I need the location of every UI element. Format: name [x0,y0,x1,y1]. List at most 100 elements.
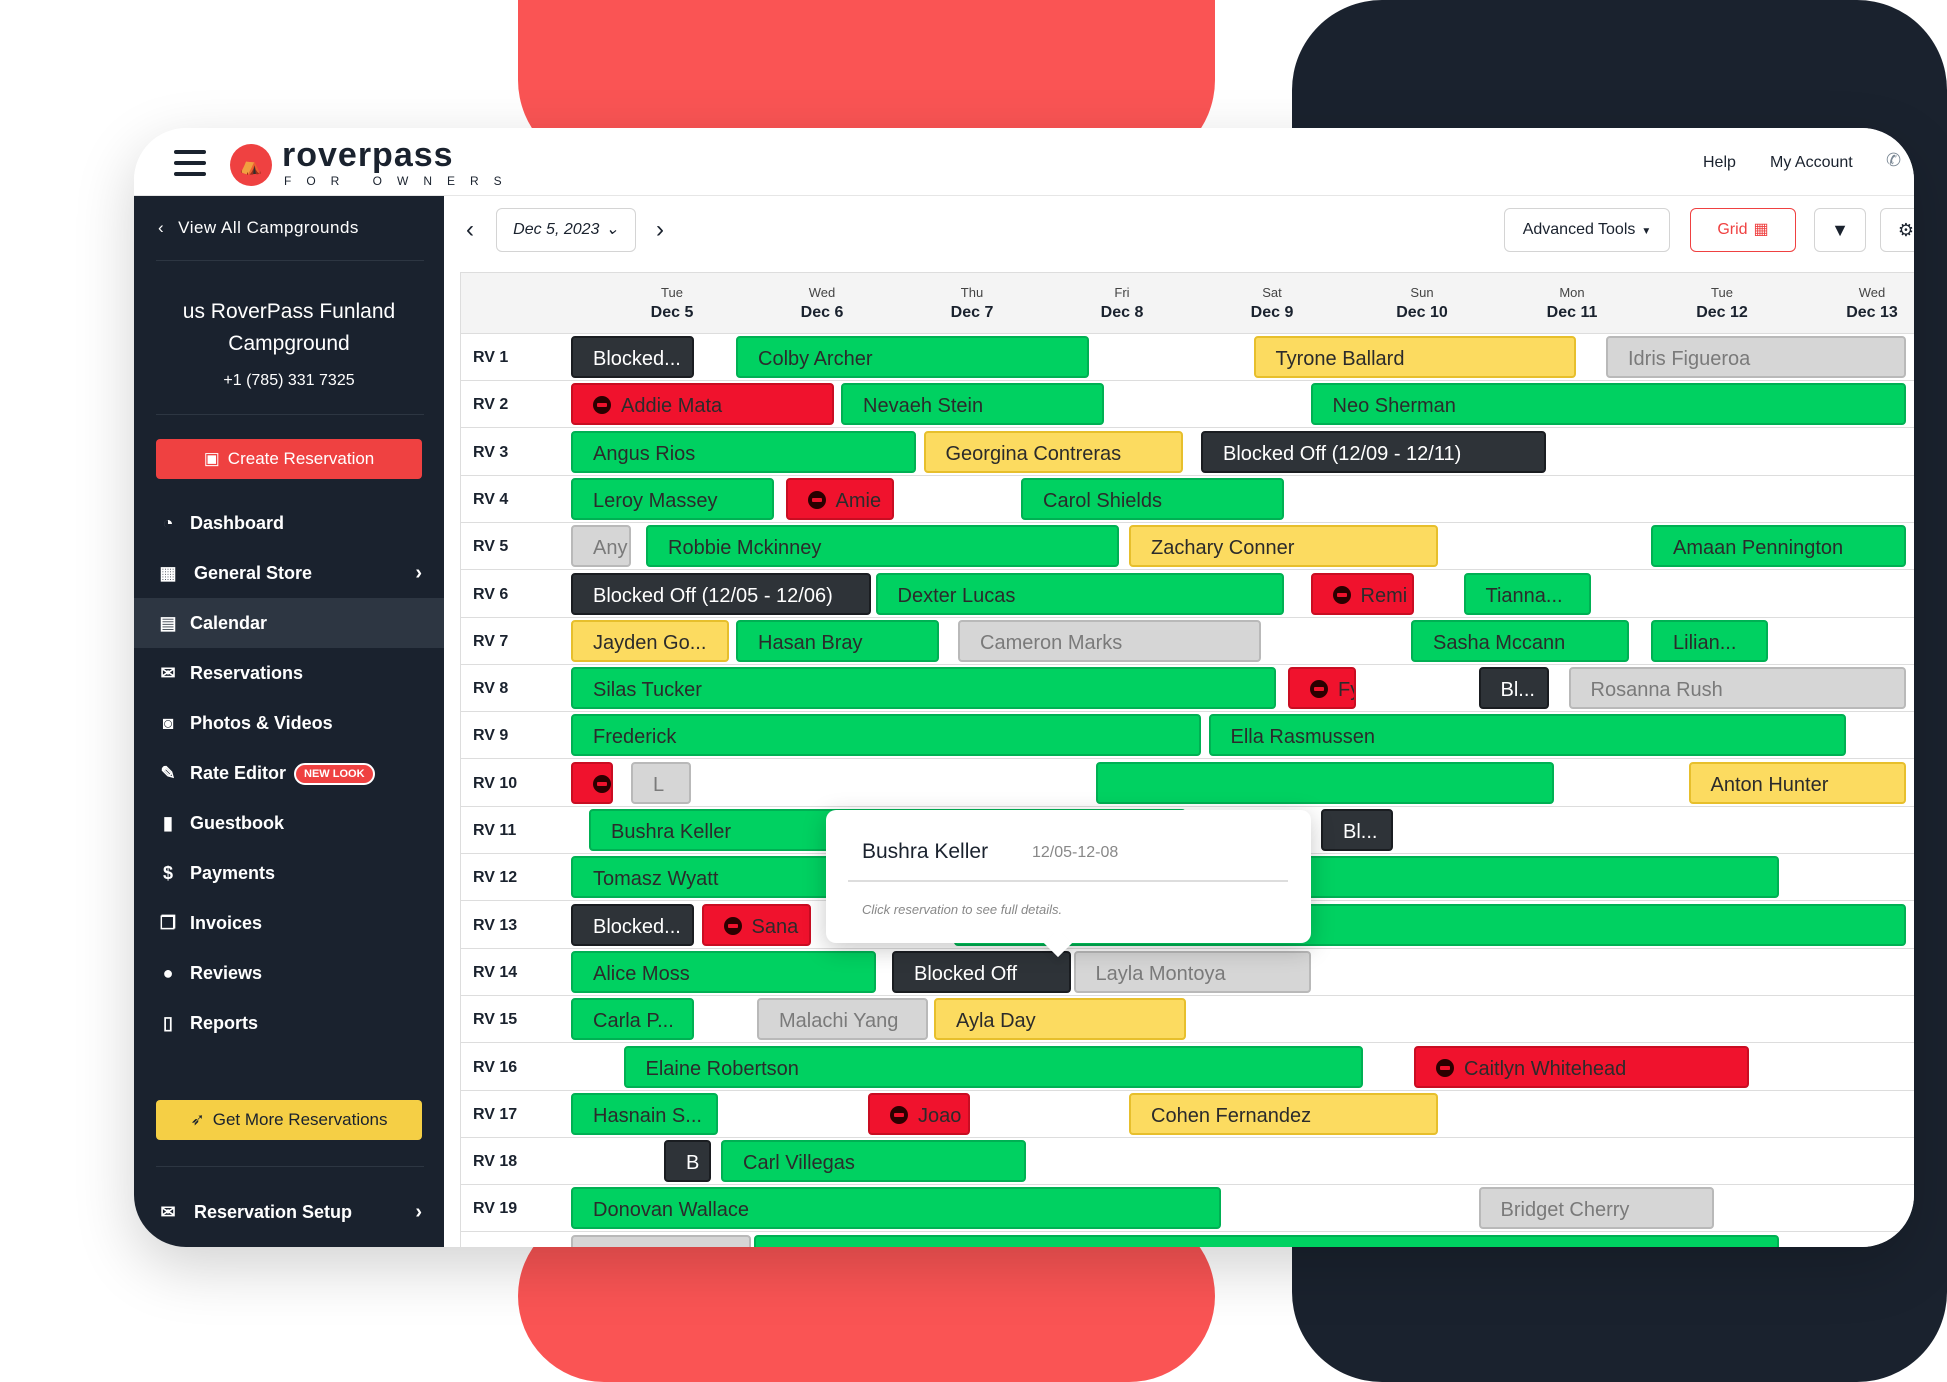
reservation-block[interactable]: Colby Archer [736,336,1089,378]
create-reservation-button[interactable]: ▣ Create Reservation [156,439,422,479]
view-all-campgrounds-link[interactable]: ‹ View All Campgrounds [158,218,359,238]
reservation-block[interactable]: Zachary Conner [1129,525,1438,568]
store-icon: ▦ [159,563,177,583]
reservation-block[interactable]: Robbie Mckinney [646,525,1119,568]
reservation-block[interactable]: Jodie Rhodes [571,1234,751,1247]
reservation-block[interactable]: Addie Mata [571,383,834,426]
sidebar-item-payments[interactable]: $ Payments [134,848,444,898]
advanced-tools-label: Advanced Tools [1522,221,1636,238]
reservation-block[interactable]: Joao [868,1092,970,1135]
reservation-guest: Bl... [1343,821,1378,843]
reservation-guest: Neo Sherman [1332,395,1456,418]
reservation-block[interactable]: Nevaeh Stein [841,383,1104,426]
reservation-block[interactable]: Blocked... [571,903,694,946]
day-name: Sun [1410,285,1434,300]
reservation-guest: Lilian... [1673,631,1737,654]
day-date: Dec 13 [1846,304,1898,321]
sidebar-item-general-store[interactable]: ▦ General Store › [134,548,444,598]
reservation-guest: Hasnain S... [593,1104,702,1127]
reservation-block[interactable]: Angus Rios [571,430,916,473]
sidebar-item-label: Guestbook [190,813,285,833]
reservation-block[interactable]: Sylvie Howard [754,1234,1779,1247]
sidebar-item-guestbook[interactable]: ▮ Guestbook [134,798,444,848]
reservation-block[interactable]: Amie [785,477,894,520]
prev-date-icon[interactable]: ‹ [466,216,474,243]
filter-button[interactable]: ▼ [1814,208,1866,252]
reservation-block[interactable]: Frederick [571,714,1201,757]
reservation-block[interactable]: Silas Tucker [571,667,1276,710]
sidebar-item-calendar[interactable]: ▤ Calendar [134,598,444,648]
settings-button[interactable]: ⚙ [1880,208,1914,252]
sidebar-item-reservations[interactable]: ✉ Reservations [134,648,444,698]
reservation-guest: Cameron Marks [980,631,1123,654]
reservation-block[interactable]: Jayden Go... [571,619,729,662]
reservation-block[interactable]: Fy [1288,667,1356,710]
next-date-icon[interactable]: › [656,216,664,243]
reservation-block[interactable]: Georgina Contreras [923,430,1183,473]
reservation-block[interactable]: B [664,1140,711,1183]
hamburger-menu-icon[interactable] [174,150,206,178]
reservation-block[interactable]: Caitlyn Whitehead [1414,1045,1749,1088]
my-account-link[interactable]: My Account [1770,154,1853,171]
grid-view-button[interactable]: Grid ▦ [1690,208,1796,252]
reservation-block[interactable]: Sana [701,903,811,946]
book-icon: ▮ [163,813,173,833]
sidebar-item-invoices[interactable]: ❐ Invoices [134,898,444,948]
sidebar-item-photos-videos[interactable]: ◙ Photos & Videos [134,698,444,748]
help-link[interactable]: Help [1703,154,1736,171]
reservation-block[interactable]: Donovan Wallace [571,1187,1221,1230]
reservation-block[interactable]: Blocked Off (12/09 - 12/11) [1201,430,1546,473]
reservation-block[interactable]: Dexter Lucas [875,572,1284,615]
sidebar-item-reviews[interactable]: ● Reviews [134,948,444,998]
phone-icon[interactable]: ✆ [1886,150,1902,170]
reservation-block[interactable]: Layla Montoya [1073,950,1311,993]
reservation-block[interactable]: Bridget Cherry [1478,1187,1714,1230]
reservation-block[interactable]: Hasnain S... [571,1092,718,1135]
reservation-block[interactable]: Idris Figueroa [1606,336,1906,378]
reservation-block[interactable]: Cohen Fernandez [1129,1092,1438,1135]
reservation-block[interactable]: Bl... [1478,667,1549,710]
tooltip-hint: Click reservation to see full details. [862,902,1063,917]
reservation-block[interactable]: Tyrone Ballard [1253,336,1576,378]
reservation-block[interactable]: Blocked Off [892,950,1071,993]
reservation-block[interactable]: Ella Rasmussen [1208,714,1846,757]
advanced-tools-dropdown[interactable]: Advanced Tools ▼ [1504,208,1670,252]
reservation-block[interactable]: Tianna... [1463,572,1591,615]
date-picker[interactable]: Dec 5, 2023 ⌄ [496,208,636,252]
reservation-block[interactable]: L [631,761,691,804]
reservation-block[interactable]: Cameron Marks [958,619,1261,662]
reservation-block[interactable]: Malachi Yang [757,998,928,1041]
reservation-block[interactable]: Alice Moss [571,950,876,993]
reservation-guest: Blocked Off (12/05 - 12/06) [593,584,833,607]
sidebar-item-dashboard[interactable]: ◔ Dashboard [134,498,444,548]
reservation-block[interactable]: Bl... [1321,809,1393,851]
reservation-block[interactable]: Amaan Pennington [1651,525,1906,568]
reservation-guest: Ella Rasmussen [1230,726,1376,749]
reservation-block[interactable]: Carl Villegas [721,1140,1026,1183]
sidebar-item-rate-editor[interactable]: ✎ Rate Editor NEW LOOK [134,748,444,798]
reservation-block[interactable]: Neo Sherman [1310,383,1906,426]
camera-icon: ◙ [162,713,174,733]
reservation-block[interactable]: Anton Hunter [1688,761,1906,804]
reservation-block[interactable]: Lilian... [1651,619,1768,662]
reservation-block[interactable]: Rosanna Rush [1568,667,1906,710]
reservation-block[interactable] [571,761,613,804]
sidebar-item-label: Photos & Videos [190,713,333,733]
reservation-block[interactable]: Ayla Day [934,998,1186,1041]
reservation-block[interactable]: Remi [1310,572,1414,615]
reservation-block[interactable]: Leroy Massey [571,477,774,520]
reservation-block[interactable]: Sasha Mccann [1411,619,1629,662]
get-more-reservations-button[interactable]: ➶ Get More Reservations [156,1100,422,1140]
reservation-block[interactable]: Hasan Bray [736,619,939,662]
reservation-block[interactable]: Elaine Robertson [623,1045,1363,1088]
reservation-block[interactable]: Tomasz Wyatt [571,856,838,899]
sidebar-item-reservation-setup[interactable]: ✉ Reservation Setup › [134,1187,444,1237]
reservation-block[interactable]: Carol Shields [1021,477,1284,520]
table-row: RV 16 Elaine Robertson Caitlyn Whitehead [461,1044,1914,1091]
reservation-block[interactable] [1096,761,1554,804]
reservation-block[interactable]: Blocked Off (12/05 - 12/06) [571,572,871,615]
reservation-block[interactable]: Blocked... [571,336,694,378]
sidebar-item-reports[interactable]: ▯ Reports [134,998,444,1048]
reservation-block[interactable]: Any [571,525,631,568]
reservation-block[interactable]: Carla P... [571,998,694,1041]
